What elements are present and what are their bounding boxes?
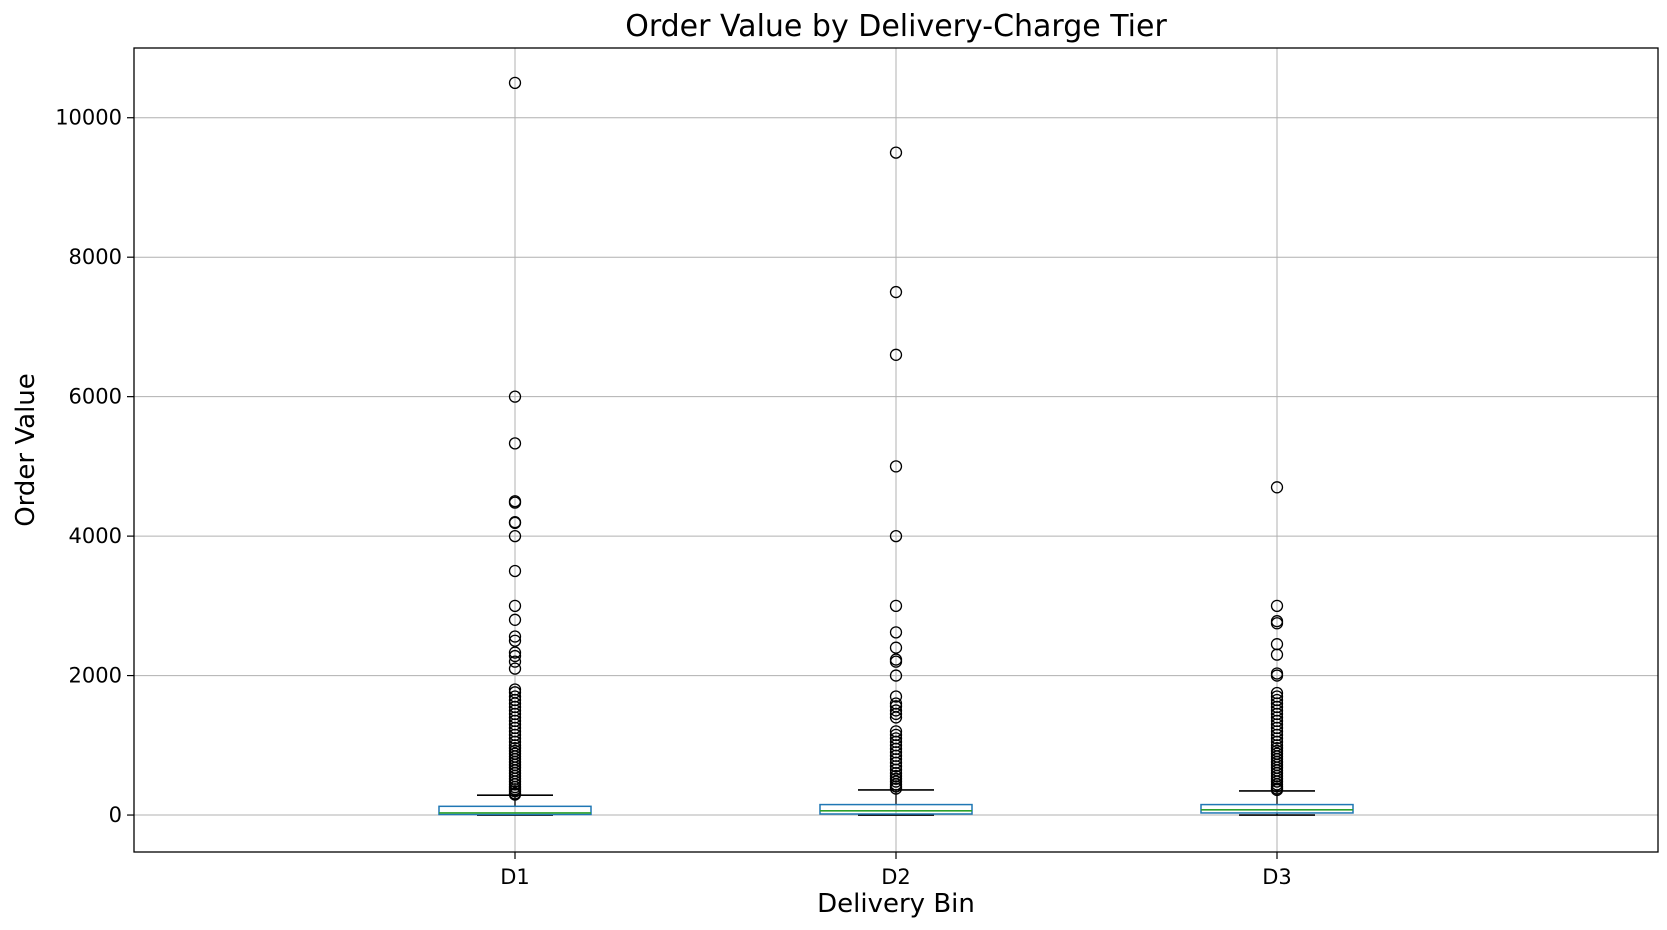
- outlier-point: [508, 775, 522, 788]
- outlier-point: [508, 735, 522, 748]
- outlier-point: [889, 599, 903, 612]
- outlier-point: [508, 649, 522, 663]
- outlier-point: [508, 646, 522, 659]
- iqr-box: [819, 803, 973, 815]
- outlier-point: [889, 775, 903, 788]
- outlier-point: [508, 778, 522, 791]
- outlier-point: [1270, 481, 1284, 494]
- y-tick-label: 2000: [69, 664, 122, 688]
- outlier-point: [889, 655, 903, 668]
- outlier-point: [508, 529, 522, 543]
- outlier-point: [889, 460, 903, 473]
- outlier-point: [508, 76, 522, 90]
- outlier-point: [889, 760, 903, 773]
- outlier-point: [1270, 783, 1284, 797]
- x-tick-label: D2: [881, 865, 911, 889]
- outlier-point: [508, 564, 522, 578]
- y-axis-label: Order Value: [11, 373, 41, 527]
- outlier-point: [508, 613, 522, 626]
- outlier-point: [508, 655, 522, 668]
- outlier-point: [508, 788, 522, 801]
- outlier-point: [508, 634, 522, 647]
- x-axis-label: Delivery Bin: [817, 889, 975, 919]
- outlier-point: [508, 437, 522, 450]
- box-d3: [1200, 481, 1354, 816]
- outlier-point: [889, 669, 903, 682]
- outlier-point: [889, 626, 903, 639]
- box-d2: [819, 146, 973, 816]
- outlier-point: [508, 662, 522, 675]
- outlier-point: [889, 763, 903, 776]
- grid-lines: [134, 48, 1658, 852]
- outlier-point: [889, 711, 903, 724]
- outlier-point: [508, 630, 522, 643]
- outlier-point: [889, 348, 903, 361]
- outlier-point: [889, 146, 903, 159]
- outlier-point: [508, 496, 522, 509]
- outlier-point: [889, 641, 903, 654]
- box-d1: [438, 76, 592, 816]
- x-tick-label: D3: [1262, 865, 1292, 889]
- outlier-point: [1270, 648, 1284, 661]
- y-tick-label: 0: [109, 803, 122, 827]
- outlier-point: [889, 772, 903, 785]
- y-tick-label: 4000: [69, 524, 122, 548]
- outlier-point: [1270, 617, 1284, 630]
- iqr-box: [1200, 803, 1354, 814]
- y-tick-label: 10000: [55, 106, 122, 130]
- y-tick-label: 6000: [69, 385, 122, 409]
- chart-title: Order Value by Delivery-Charge Tier: [625, 9, 1167, 44]
- outlier-point: [889, 782, 903, 795]
- y-tick-label: 8000: [69, 245, 122, 269]
- outlier-point: [1270, 669, 1284, 682]
- outlier-point: [889, 707, 903, 721]
- x-axis-ticks: D1 D2 D3: [500, 852, 1292, 889]
- iqr-box: [438, 805, 592, 816]
- outlier-point: [889, 704, 903, 717]
- outlier-point: [508, 732, 522, 745]
- x-tick-label: D1: [500, 865, 530, 889]
- outlier-point: [1270, 775, 1284, 788]
- outlier-point: [1270, 735, 1284, 748]
- box-plots: [438, 76, 1354, 816]
- outlier-point: [508, 516, 522, 530]
- y-axis-ticks: 0 2000 4000 6000 8000 10000: [55, 106, 134, 827]
- outlier-point: [508, 599, 522, 612]
- outlier-point: [889, 285, 903, 299]
- outlier-point: [1270, 599, 1284, 612]
- outlier-point: [889, 529, 903, 543]
- outlier-point: [889, 690, 903, 703]
- outlier-point: [1270, 732, 1284, 745]
- outlier-point: [508, 390, 522, 403]
